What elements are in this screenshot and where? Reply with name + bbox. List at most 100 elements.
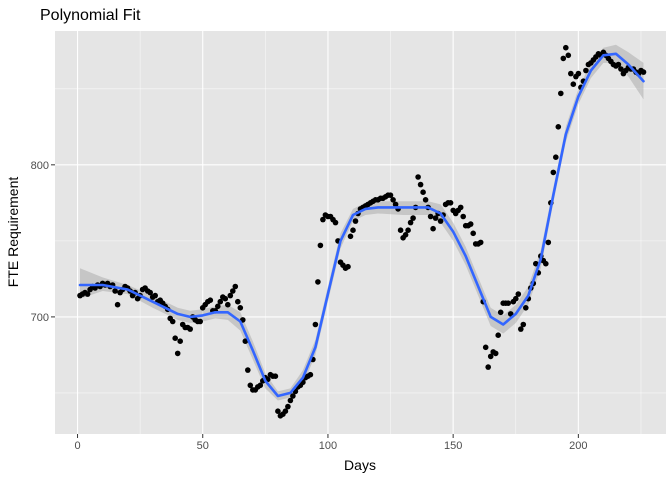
x-axis-title: Days <box>344 457 376 473</box>
data-point <box>420 189 426 195</box>
x-tick-label: 0 <box>74 440 80 452</box>
data-point <box>350 227 356 233</box>
data-point <box>457 204 464 211</box>
data-point <box>402 232 409 238</box>
data-point <box>467 221 474 227</box>
chart-title: Polynomial Fit <box>40 7 141 24</box>
data-point <box>235 298 241 305</box>
data-point <box>285 403 291 410</box>
data-point <box>247 382 254 389</box>
data-point <box>520 321 527 328</box>
data-point <box>230 288 236 294</box>
data-point <box>345 263 351 270</box>
data-point <box>197 318 203 325</box>
data-point <box>563 44 569 51</box>
data-point <box>560 55 567 62</box>
data-point <box>558 90 564 97</box>
data-point <box>217 298 224 305</box>
fit-line-layer <box>78 52 645 398</box>
data-point <box>84 291 91 297</box>
data-point <box>477 239 484 246</box>
data-point <box>169 318 176 325</box>
data-point <box>570 81 577 87</box>
data-point <box>215 303 221 310</box>
data-point <box>523 305 529 311</box>
data-point <box>152 292 158 299</box>
data-point <box>513 295 519 302</box>
data-point <box>237 305 244 311</box>
data-point <box>492 350 499 357</box>
data-point <box>290 393 296 399</box>
data-point <box>568 70 574 77</box>
data-point <box>515 291 522 297</box>
data-point <box>550 169 557 176</box>
fit-line <box>78 52 645 398</box>
y-tick-label: 800 <box>31 160 49 172</box>
data-point <box>460 213 467 220</box>
data-point <box>387 192 394 198</box>
data-point <box>482 344 489 351</box>
data-point <box>347 233 354 240</box>
data-point <box>545 239 552 246</box>
data-point <box>543 260 549 267</box>
data-point <box>583 67 589 74</box>
data-point <box>487 353 494 360</box>
data-point <box>207 297 214 304</box>
y-axis-title: FTE Requirement <box>5 177 21 288</box>
plot-panel <box>55 31 666 434</box>
data-point <box>575 70 582 77</box>
data-point <box>177 338 183 345</box>
data-point <box>112 288 118 294</box>
data-point <box>282 408 289 415</box>
data-point <box>615 61 622 68</box>
data-point <box>390 197 396 203</box>
x-tick-label: 150 <box>444 440 462 452</box>
data-point <box>565 52 572 59</box>
data-point <box>553 154 559 160</box>
data-point <box>307 371 314 378</box>
data-point <box>397 227 404 233</box>
data-point <box>315 279 321 285</box>
data-point <box>245 367 251 373</box>
data-point <box>417 181 424 188</box>
data-point <box>430 225 436 232</box>
data-point <box>618 66 624 72</box>
data-point <box>272 373 279 380</box>
data-point <box>287 397 294 404</box>
data-point <box>172 335 178 342</box>
data-point <box>640 69 647 75</box>
x-tick-label: 200 <box>569 440 587 452</box>
data-point <box>225 301 231 308</box>
data-point <box>275 408 281 415</box>
data-point <box>470 230 477 237</box>
data-point <box>352 218 359 224</box>
data-point <box>222 295 229 302</box>
data-point <box>422 197 429 203</box>
data-point <box>495 332 502 339</box>
data-point <box>485 364 492 370</box>
x-tick-label: 50 <box>197 440 209 452</box>
grid-lines <box>55 31 666 434</box>
data-point <box>447 200 454 206</box>
data-point <box>405 227 411 233</box>
data-point <box>518 326 524 332</box>
data-point <box>147 289 153 296</box>
data-point <box>174 350 181 357</box>
data-point <box>257 382 264 389</box>
data-point <box>320 216 326 223</box>
data-point <box>507 311 514 317</box>
data-point <box>114 301 121 308</box>
x-tick-label: 100 <box>319 440 337 452</box>
axis-ticks: 0 50 100 150 200 700 800 <box>31 160 588 452</box>
data-point <box>437 218 444 224</box>
data-point <box>555 124 562 130</box>
data-point <box>392 201 399 208</box>
data-point <box>505 300 512 307</box>
data-point <box>187 326 193 332</box>
data-point <box>232 283 239 290</box>
data-point <box>427 213 434 220</box>
data-point <box>432 215 439 221</box>
data-point <box>407 219 414 226</box>
data-point <box>497 309 504 316</box>
